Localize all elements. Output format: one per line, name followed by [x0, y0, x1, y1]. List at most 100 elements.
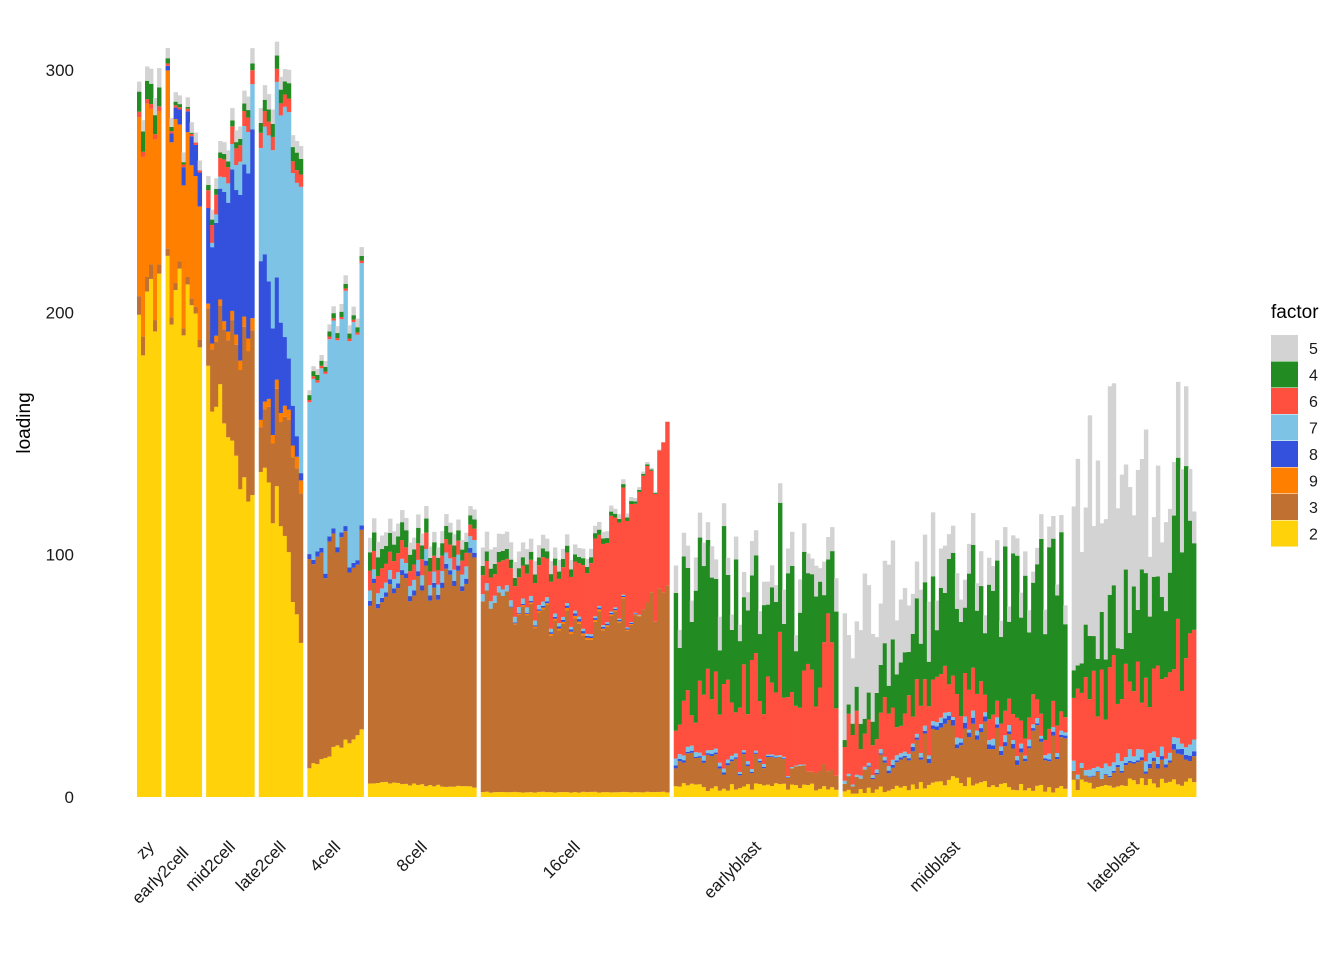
bar-segment-factor-3: [323, 578, 328, 758]
bar-segment-factor-3: [548, 635, 554, 793]
bar-segment-factor-4: [1107, 594, 1113, 668]
bar-segment-factor-4: [564, 545, 570, 553]
bar-segment-factor-7: [1023, 755, 1028, 759]
bar-segment-factor-5: [806, 553, 811, 574]
bar-segment-factor-7: [286, 112, 292, 359]
bar-segment-factor-9: [262, 401, 268, 410]
bar-segment-factor-2: [141, 355, 146, 797]
bar-segment-factor-6: [347, 338, 352, 342]
bar-segment-factor-8: [874, 772, 880, 775]
bar-segment-factor-5: [769, 565, 775, 588]
bar-segment-factor-4: [368, 552, 373, 571]
bar-segment-factor-5: [782, 589, 787, 624]
bar-segment-factor-7: [1087, 769, 1093, 777]
bar-segment-factor-6: [725, 679, 731, 760]
bar-segment-factor-2: [677, 786, 683, 797]
bar-segment-factor-7: [954, 737, 960, 745]
bar-segment-factor-6: [605, 542, 610, 623]
bar-segment-factor-6: [282, 94, 288, 107]
bar-segment-factor-6: [396, 553, 401, 573]
bar-segment-factor-8: [709, 753, 715, 756]
x-tick-label: 16cell: [539, 837, 584, 882]
bar-segment-factor-8: [197, 172, 203, 207]
bar-segment-factor-2: [262, 467, 268, 797]
bar-segment-factor-3: [950, 725, 956, 777]
bar-segment-factor-4: [974, 610, 980, 694]
bar-segment-factor-4: [468, 515, 473, 525]
legend-label: 4: [1309, 368, 1318, 385]
bar-segment-factor-7: [970, 710, 976, 718]
bar-segment-factor-9: [230, 310, 235, 321]
bar-segment-factor-2: [520, 792, 526, 797]
bar-segment-factor-7: [540, 601, 546, 606]
bar-segment-factor-2: [1083, 781, 1089, 797]
bar-segment-factor-7: [846, 773, 852, 777]
bar-segment-factor-5: [862, 573, 868, 719]
bar-segment-factor-7: [516, 607, 522, 613]
bar-segment-factor-3: [709, 755, 715, 789]
bar-segment-factor-2: [181, 335, 187, 797]
bar-segment-factor-8: [1055, 756, 1060, 760]
bar-segment-factor-8: [918, 757, 924, 760]
bar-segment-factor-4: [307, 395, 312, 401]
bar-segment-factor-8: [786, 777, 791, 778]
bar-segment-factor-4: [536, 557, 542, 566]
bar-segment-factor-5: [488, 549, 494, 569]
bar-segment-factor-9: [544, 603, 550, 605]
bar-segment-factor-7: [1055, 753, 1060, 757]
bar-segment-factor-4: [222, 154, 227, 160]
bar-segment-factor-2: [769, 786, 775, 797]
bar-segment-factor-2: [1135, 784, 1141, 797]
bar-segment-factor-5: [653, 491, 658, 493]
bar-segment-factor-7: [637, 614, 642, 616]
bar-segment-factor-8: [1127, 760, 1133, 763]
bar-segment-factor-8: [286, 358, 292, 410]
bar-segment-factor-2: [311, 763, 316, 797]
bar-segment-factor-8: [238, 194, 243, 361]
bar-segment-factor-8: [629, 623, 634, 624]
legend-label: 9: [1309, 474, 1318, 491]
bar-segment-factor-2: [384, 781, 389, 797]
bar-segment-factor-2: [922, 788, 928, 797]
bar-segment-factor-4: [1147, 616, 1153, 708]
bar-segment-factor-5: [388, 518, 393, 533]
bar-segment-factor-8: [258, 261, 264, 420]
bar-segment-factor-9: [609, 614, 614, 616]
bar-segment-factor-2: [153, 331, 158, 797]
bar-segment-factor-3: [1159, 759, 1165, 779]
bar-segment-factor-2: [456, 785, 461, 797]
bar-segment-factor-3: [315, 556, 320, 765]
bar-segment-factor-8: [339, 532, 344, 538]
bar-segment-factor-6: [705, 668, 711, 751]
bar-segment-factor-2: [416, 784, 421, 797]
bar-segment-factor-3: [424, 565, 429, 787]
bar-segment-factor-6: [870, 745, 876, 776]
bar-segment-factor-2: [568, 792, 574, 797]
bar-segment-factor-2: [214, 406, 219, 797]
bar-segment-factor-2: [359, 729, 364, 797]
bar-segment-factor-8: [946, 715, 952, 721]
bar-segment-factor-4: [512, 578, 518, 587]
bar-segment-factor-2: [339, 747, 344, 797]
bar-segment-factor-7: [230, 144, 235, 170]
bar-segment-factor-2: [685, 785, 691, 797]
bar-segment-factor-5: [1115, 508, 1121, 649]
bar-segment-factor-5: [218, 140, 223, 153]
bar-segment-factor-5: [331, 306, 336, 314]
bar-segment-factor-2: [605, 792, 610, 797]
bar-segment-factor-6: [137, 111, 142, 118]
bar-segment-factor-2: [890, 788, 896, 797]
bar-segment-factor-5: [400, 510, 405, 523]
bar-segment-factor-4: [520, 557, 526, 566]
bar-segment-factor-9: [234, 334, 239, 345]
bar-segment-factor-5: [294, 141, 300, 153]
bar-segment-factor-5: [193, 132, 199, 143]
bar-segment-factor-3: [1071, 770, 1077, 780]
bar-segment-factor-5: [528, 538, 534, 552]
bar-segment-factor-3: [765, 757, 771, 785]
bar-segment-factor-4: [806, 573, 811, 664]
bar-segment-factor-6: [942, 665, 948, 713]
bar-segment-factor-8: [214, 222, 219, 336]
bar-segment-factor-8: [593, 618, 598, 620]
bar-segment-factor-2: [1151, 783, 1157, 797]
